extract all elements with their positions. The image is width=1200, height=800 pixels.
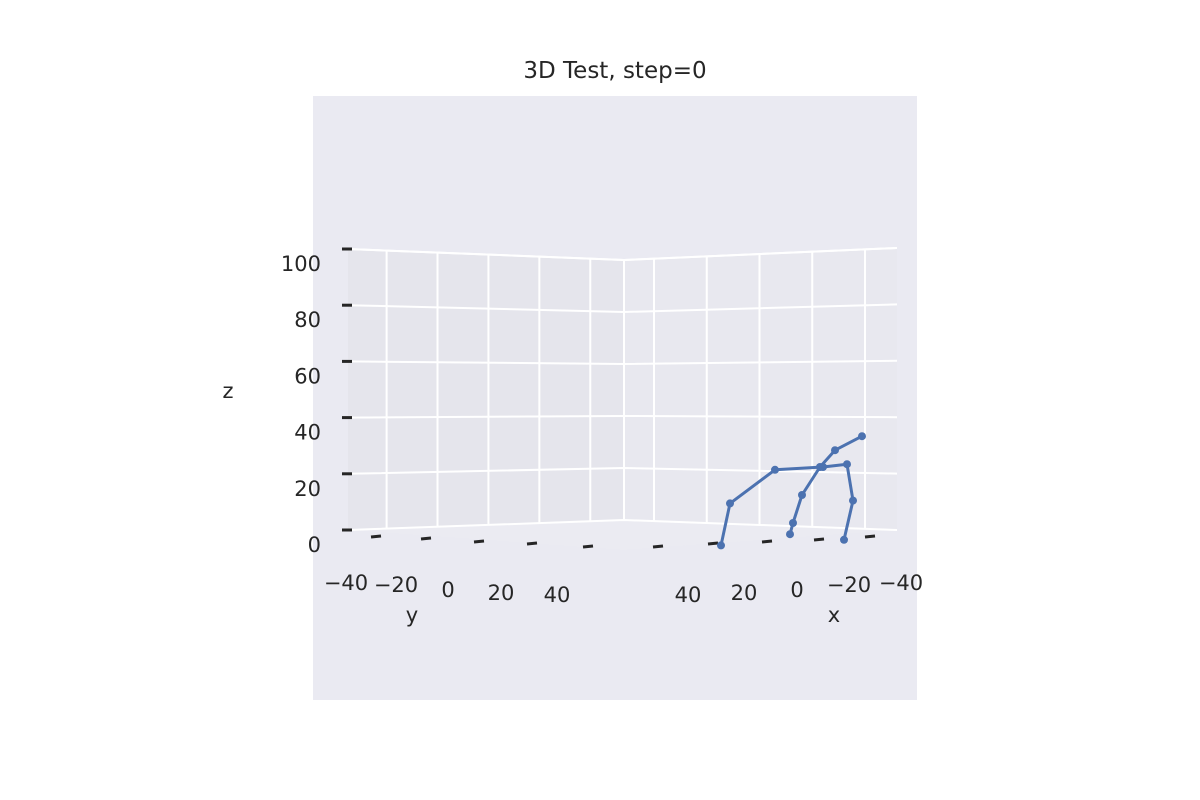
z-grid-line [347,359,898,366]
series-point [816,463,824,471]
series-point [798,491,806,499]
y-tick-label: 0 [441,578,454,602]
series-segment [773,465,825,472]
series-point [771,465,779,474]
series-point [858,432,866,441]
x-tick-label: −20 [827,573,871,597]
y-tick-label: −40 [324,571,368,595]
y-axis-label: y [406,603,418,627]
series-point [840,535,848,544]
x-axis-label: x [828,603,840,627]
y-tick-label: −20 [374,573,418,597]
series-segment [728,468,777,505]
y-tick-mark [526,541,538,546]
series-point [789,519,797,527]
series-segment [842,499,855,542]
y-tick-mark [473,539,485,544]
series-segment [719,501,732,547]
z-tick-label: 60 [294,364,321,388]
series-segment [791,493,804,525]
z-grid-line [347,518,898,531]
z-axis-label: z [222,379,233,403]
x-tick-label: −40 [879,571,923,595]
z-tick-label: 80 [294,308,321,332]
y-tick-mark [370,534,382,539]
z-tick-label: 0 [308,533,321,557]
series-segment [845,462,855,503]
x-tick-label: 40 [675,583,702,607]
series-point [717,541,725,550]
tick-marks [342,247,876,549]
z-tick-label: 100 [281,252,321,276]
x-tick-label: 20 [731,581,758,605]
z-grid-line [347,414,898,419]
y-tick-label: 40 [544,583,571,607]
x-tick-mark [707,541,719,546]
x-tick-label: 0 [790,578,803,602]
x-tick-mark [864,534,876,539]
z-tick-label: 40 [294,421,321,445]
series-point [849,496,857,505]
z-grid-line [347,466,898,475]
z-grid-line [347,303,898,314]
floor-pane [348,520,897,550]
series-point [726,499,734,508]
series-point [831,446,839,455]
series-point [843,460,851,469]
series-segment [800,465,822,497]
series-segment [833,434,864,452]
grid-lines [347,247,898,531]
z-grid-line [347,247,898,262]
chart-title: 3D Test, step=0 [523,58,706,84]
z-tick-label: 20 [294,477,321,501]
series-segment [821,462,849,469]
x-tick-mark [761,539,773,544]
y-tick-mark [582,544,594,549]
data-series [717,432,866,550]
y-tick-label: 20 [488,581,515,605]
series-point [786,530,794,539]
x-tick-mark [813,537,825,542]
y-tick-mark [420,536,432,541]
left-pane-wall [348,249,624,530]
x-tick-mark [652,544,664,549]
